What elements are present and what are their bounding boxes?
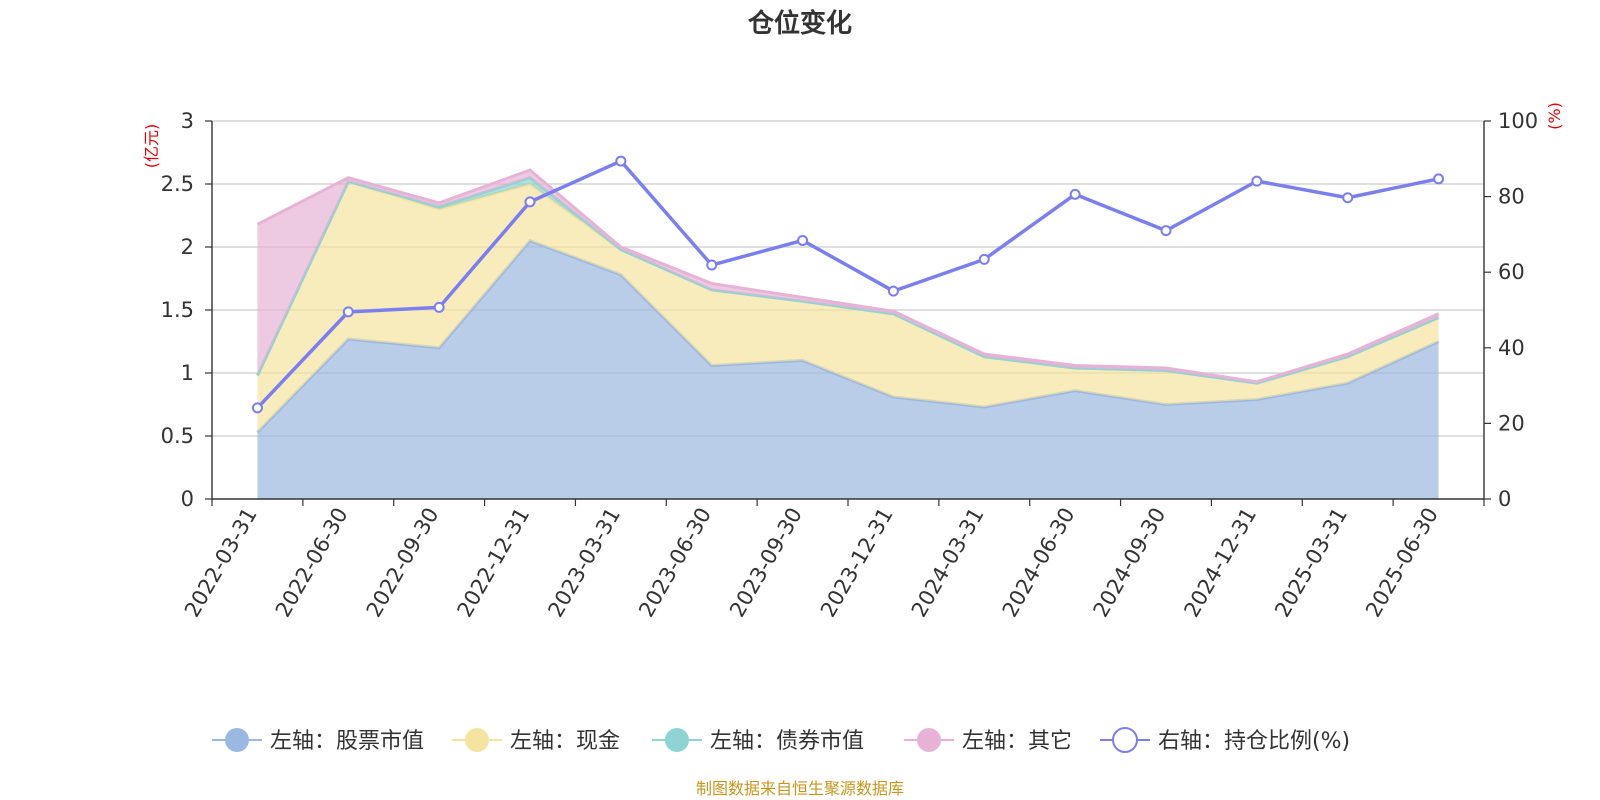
left-tick-label: 2.5 bbox=[161, 172, 194, 196]
legend-marker bbox=[1112, 727, 1138, 753]
ratio-point bbox=[706, 259, 718, 271]
legend-label: 左轴：债券市值 bbox=[710, 729, 864, 754]
legend-label: 左轴：现金 bbox=[510, 729, 620, 754]
x-tick-label: 2024-12-31 bbox=[1179, 504, 1261, 622]
x-tick-label: 2024-06-30 bbox=[998, 504, 1080, 622]
right-tick-label: 20 bbox=[1498, 411, 1525, 435]
legend-item: 左轴：其它 bbox=[904, 728, 1072, 754]
left-axis-unit: (亿元) bbox=[142, 124, 161, 169]
x-tick-label: 2023-03-31 bbox=[543, 504, 625, 622]
legend-label: 左轴：股票市值 bbox=[270, 729, 424, 754]
x-tick-label: 2023-09-30 bbox=[725, 504, 807, 622]
x-tick-label: 2022-09-30 bbox=[362, 503, 444, 621]
legend: 左轴：股票市值 左轴：现金 左轴：债券市值 左轴：其它 右轴：持仓比例(%) bbox=[212, 727, 1350, 754]
x-tick-label: 2024-03-31 bbox=[907, 503, 989, 621]
legend-marker bbox=[225, 728, 249, 752]
left-tick-label: 0.5 bbox=[161, 424, 194, 448]
left-tick-label: 1 bbox=[181, 361, 194, 385]
ratio-point bbox=[524, 196, 536, 208]
ratio-point bbox=[342, 306, 354, 318]
area-左轴：现金 bbox=[257, 181, 1439, 433]
legend-item: 左轴：股票市值 bbox=[212, 728, 424, 754]
legend-label: 右轴：持仓比例(%) bbox=[1158, 729, 1350, 754]
left-tick-label: 3 bbox=[181, 109, 194, 133]
ratio-point bbox=[251, 402, 263, 414]
ratio-point bbox=[978, 253, 990, 265]
left-tick-label: 0 bbox=[181, 487, 194, 511]
right-tick-label: 40 bbox=[1498, 336, 1525, 360]
ratio-line-path bbox=[256, 159, 1439, 410]
ratio-point bbox=[797, 234, 809, 246]
left-tick-label: 2 bbox=[181, 235, 194, 259]
right-tick-label: 100 bbox=[1498, 109, 1538, 133]
ratio-point bbox=[1160, 225, 1172, 237]
ratio-line bbox=[251, 155, 1445, 414]
area-edge-左轴：其它 bbox=[256, 168, 1440, 384]
x-tick-label: 2025-03-31 bbox=[1270, 504, 1352, 622]
x-tick-label: 2025-06-30 bbox=[1361, 504, 1443, 622]
x-tick-label: 2023-12-31 bbox=[816, 504, 898, 622]
ratio-point bbox=[1251, 175, 1263, 187]
area-左轴：股票市值 bbox=[257, 240, 1439, 499]
legend-marker bbox=[665, 728, 689, 752]
right-axis-unit: (%) bbox=[1545, 102, 1564, 130]
legend-item: 左轴：现金 bbox=[452, 728, 620, 754]
ratio-point bbox=[433, 301, 445, 313]
x-tick-label: 2023-06-30 bbox=[634, 504, 716, 622]
ratio-point bbox=[1069, 188, 1081, 200]
legend-label: 左轴：其它 bbox=[962, 729, 1072, 754]
chart-title: 仓位变化 bbox=[747, 8, 852, 39]
legend-marker bbox=[917, 728, 941, 752]
ratio-point bbox=[1342, 192, 1354, 204]
ratio-point bbox=[615, 155, 627, 167]
x-tick-label: 2022-06-30 bbox=[271, 504, 353, 622]
source-note: 制图数据来自恒生聚源数据库 bbox=[696, 779, 904, 798]
x-tick-label: 2022-03-31 bbox=[180, 504, 262, 622]
right-tick-label: 60 bbox=[1498, 260, 1525, 284]
right-tick-label: 0 bbox=[1498, 487, 1511, 511]
x-tick-label: 2024-09-30 bbox=[1089, 504, 1171, 622]
legend-item: 右轴：持仓比例(%) bbox=[1100, 727, 1350, 754]
legend-marker bbox=[465, 728, 489, 752]
ratio-point bbox=[1433, 173, 1445, 185]
legend-item: 左轴：债券市值 bbox=[652, 728, 864, 754]
left-tick-label: 1.5 bbox=[161, 298, 194, 322]
x-tick-label: 2022-12-31 bbox=[453, 504, 535, 622]
right-tick-label: 80 bbox=[1498, 185, 1525, 209]
stacked-areas bbox=[256, 168, 1440, 499]
ratio-point bbox=[887, 285, 899, 297]
